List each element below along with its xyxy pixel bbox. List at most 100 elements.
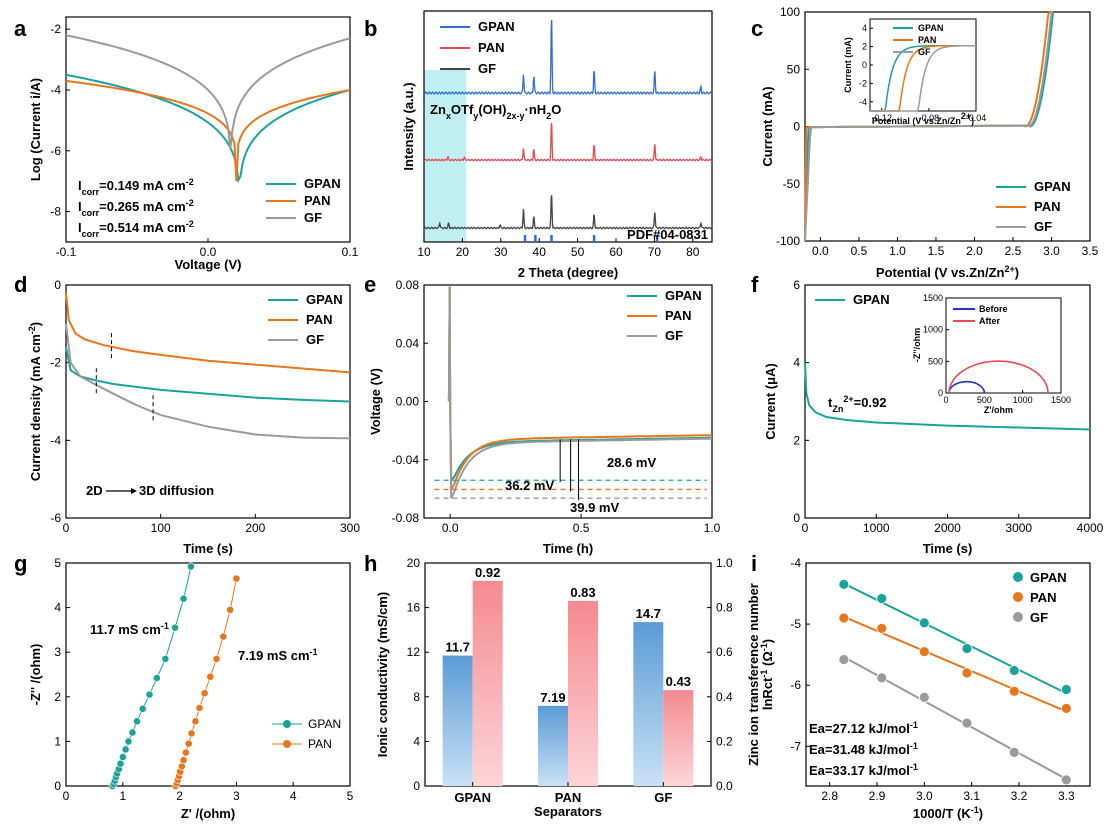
arrhenius-point (876, 593, 888, 604)
y-tick-label: 0.08 (396, 278, 420, 292)
y-tick-label: 2 (54, 690, 61, 704)
arrhenius-point (1008, 685, 1020, 697)
x-axis-label: Time (s) (923, 541, 973, 556)
inset-y-tick-label: 1000 (923, 325, 943, 335)
x-tick-label: 0 (802, 521, 809, 535)
panel-label: b (364, 16, 377, 41)
x-tick-label: 2 (176, 789, 183, 803)
x-tick-label: 2.8 (821, 789, 838, 803)
phase-label-part: ·nH (525, 102, 547, 117)
eis-point (179, 756, 188, 765)
arrhenius-point (876, 622, 888, 634)
legend-c-label: PAN (1034, 199, 1060, 214)
phase-label-part: y (473, 111, 478, 121)
y-tick-label: -7 (790, 739, 801, 753)
y-axis-label: Current (μA) (763, 363, 778, 440)
x-tick-label: 2.5 (1005, 244, 1022, 258)
arrhenius-point (961, 643, 973, 654)
panel-i: 2.8 2.9 3.0 3.1 3.2 3.3 -4 -5 -6 -7 GPAN PAN GF Ea=27… (751, 551, 1091, 821)
bar-transference-number (472, 580, 503, 786)
x-axis-label-part: ) (1015, 265, 1019, 280)
x-tick-label: 2.0 (966, 244, 983, 258)
phase-label: ZnxOTfy(OH)2x-y·nH2O (430, 102, 561, 121)
conductivity-label-part: 7.19 mS cm (238, 648, 310, 663)
y-tick-label: 100 (780, 5, 800, 19)
eis-point (184, 739, 193, 748)
x-tick-label: 1.0 (704, 521, 721, 535)
y-axis-label-part: ) (760, 639, 775, 643)
legend-g-label: PAN (308, 737, 332, 751)
x-tick-label: 2.9 (869, 789, 886, 803)
eis-point (187, 562, 195, 571)
bar-value-label: 0.43 (666, 674, 691, 689)
x-axis-label: 2 Theta (degree) (518, 265, 618, 280)
icorr-annotation-part: =0.149 mA cm (99, 178, 186, 193)
y-tick-label: 50 (787, 62, 801, 76)
y-tick-label: 0.00 (396, 395, 420, 409)
icorr-annotation: Icorr=0.514 mA cm-2 (78, 219, 194, 239)
y-axis-label-part: (Ω (760, 651, 775, 669)
y-tick-label: 0 (793, 511, 800, 525)
y-tick-label-right: 0.2 (716, 734, 733, 748)
inset-x-tick-label: -0.08 (919, 113, 940, 123)
sand-line-pan (447, 286, 713, 494)
x-tick-label: 3.0 (916, 789, 933, 803)
x-tick-label: 1000 (863, 521, 890, 535)
phase-label-part: 2x-y (506, 111, 524, 121)
x-tick-label: 0.0 (812, 244, 829, 258)
bar-value-label: 11.7 (445, 640, 470, 655)
y-tick-label: -0.08 (392, 511, 420, 525)
eis-point (181, 748, 190, 757)
x-tick-label: 0.5 (851, 244, 868, 258)
eis-point (138, 704, 147, 713)
x-axis-label: 1000/T (K-1) (913, 805, 983, 821)
eis-point (191, 717, 200, 726)
x-axis-label: Time (s) (183, 541, 233, 556)
legend-b-label: GPAN (478, 19, 515, 34)
y-tick-label-left: 4 (413, 734, 420, 748)
transference-label-part: t (828, 395, 833, 410)
transference-label-part: =0.92 (854, 395, 887, 410)
bar-value-label: 0.83 (570, 585, 595, 600)
diffusion-label-3d: 3D diffusion (139, 483, 214, 498)
x-tick-label: 4000 (1077, 521, 1104, 535)
y-tick-label: -8 (50, 205, 61, 219)
x-tick-label: 3 (233, 789, 240, 803)
panel-e: 0.0 0.5 1.0 0.08 0.04 0.00 -0.04 -0.08 28.6 mV 36… (364, 272, 721, 556)
eis-point (226, 605, 235, 614)
legend-c-label: GPAN (1034, 179, 1071, 194)
y-tick-label-right: 0.8 (716, 601, 733, 615)
eis-point (219, 632, 228, 641)
x-tick-label: 0.5 (573, 521, 590, 535)
legend-g-marker (283, 740, 291, 748)
x-tick-label: 60 (609, 245, 623, 259)
x-axis-label: Potential (V vs.Zn/Zn2+) (876, 264, 1019, 280)
legend-e-label: GPAN (665, 288, 702, 303)
activation-energy-label: Ea=31.48 kJ/mol-1 (809, 741, 918, 757)
inset-legend-label: After (979, 316, 1000, 326)
y-axis-label-part: -1 (759, 643, 769, 651)
inset-y-label: Current (mA) (843, 37, 853, 93)
inset-y-label: -Z''/ohm (912, 328, 922, 362)
conductivity-label-part: -1 (161, 621, 169, 631)
y-axis-label-part: lnRct (760, 677, 775, 710)
x-tick-label: 3000 (1005, 521, 1032, 535)
eis-point (179, 594, 188, 603)
inset-x-tick-label: 1500 (1051, 395, 1071, 405)
ca-line-gpan (65, 346, 351, 403)
inset-y-tick-label: -4 (859, 97, 867, 107)
inset-y-tick-label: 1500 (923, 293, 943, 303)
legend-i-marker (1013, 592, 1023, 602)
bar-transference-number (663, 690, 694, 786)
legend-g-marker (283, 720, 291, 728)
inset-legend-label: Before (979, 304, 1008, 314)
plot-frame (805, 562, 1091, 787)
eis-point (161, 654, 170, 663)
arrhenius-point (1008, 746, 1020, 758)
overpotential-label: 28.6 mV (607, 455, 656, 470)
y-tick-label: -100 (776, 234, 800, 248)
eis-point (152, 674, 161, 682)
x-tick-label: 10 (417, 245, 431, 259)
y-axis-label-left: Ionic conductivity (mS/cm) (375, 592, 390, 757)
